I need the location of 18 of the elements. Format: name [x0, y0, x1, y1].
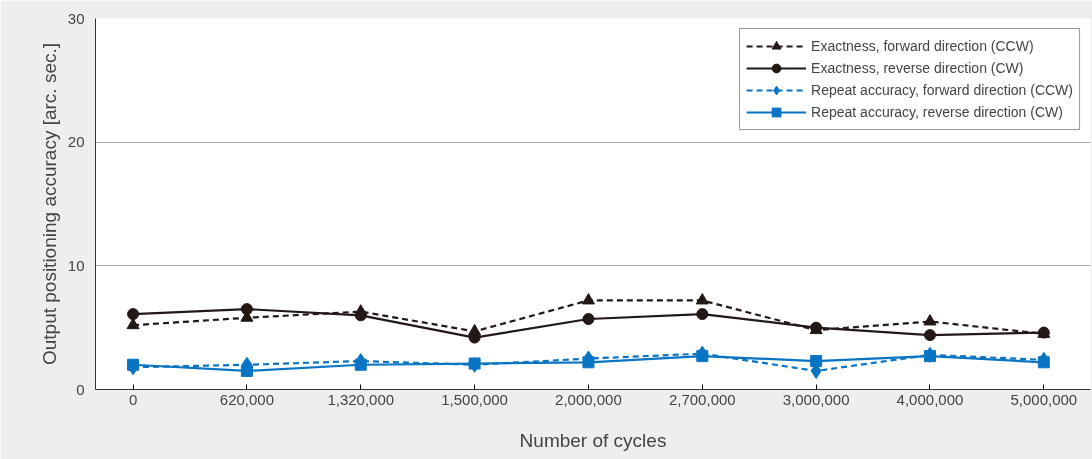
x-tick-label: 1,320,000 — [327, 390, 395, 408]
x-tick-label: 0 — [128, 390, 138, 408]
legend-label: Repeat accuracy, reverse direction (CW) — [811, 103, 1063, 122]
legend-label: Exactness, forward direction (CCW) — [811, 37, 1034, 56]
x-tick-label: 2,700,000 — [668, 390, 736, 408]
y-tick-label: 30 — [67, 9, 85, 27]
x-tick-label: 2,000,000 — [555, 390, 622, 408]
legend-label: Repeat accuracy, forward direction (CCW) — [811, 81, 1073, 100]
y-tick-label: 10 — [67, 256, 85, 274]
x-tick-label: 620,000 — [219, 390, 275, 408]
x-tick-label: 4,000,000 — [896, 390, 964, 408]
x-axis-title: Number of cycles — [519, 429, 667, 451]
x-tick-label: 5,000,000 — [1010, 390, 1078, 408]
x-tick-label: 1,500,000 — [441, 390, 508, 408]
legend-label: Exactness, reverse direction (CW) — [811, 59, 1024, 78]
x-tick-label: 3,000,000 — [782, 390, 850, 408]
y-axis-title: Output positioning accuracy [arc. sec.] — [38, 42, 60, 366]
y-tick-label: 20 — [67, 133, 85, 151]
